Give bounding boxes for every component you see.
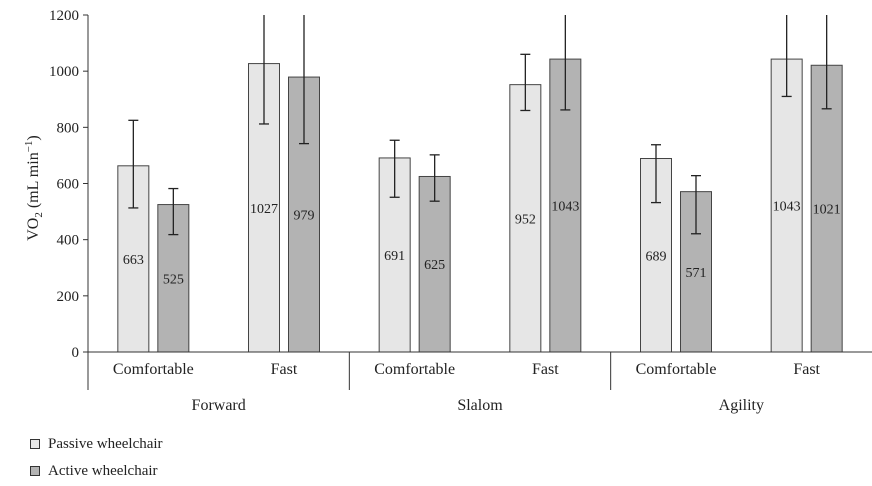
data-label: 1027 xyxy=(250,202,278,217)
category-label: Comfortable xyxy=(113,361,194,378)
legend-label-passive: Passive wheelchair xyxy=(48,435,163,452)
legend-item-active: Active wheelchair xyxy=(30,459,163,483)
legend-item-passive: Passive wheelchair xyxy=(30,432,163,456)
y-tick-label: 200 xyxy=(57,289,80,305)
data-label: 625 xyxy=(424,258,445,273)
data-label: 525 xyxy=(163,272,184,287)
y-axis: 0 200 400 600 800 1000 1200 xyxy=(49,8,89,361)
data-label: 663 xyxy=(123,253,144,268)
legend-swatch-active xyxy=(30,466,40,476)
y-tick-label: 400 xyxy=(57,233,80,249)
y-tick-label: 1000 xyxy=(49,64,79,80)
group-label: Agility xyxy=(719,397,764,414)
category-label: Fast xyxy=(793,361,820,378)
legend-swatch-passive xyxy=(30,439,40,449)
data-label: 689 xyxy=(646,249,667,264)
group-label: Forward xyxy=(192,397,246,414)
y-axis-label: VO2 (mL min−1) xyxy=(23,135,45,241)
bar xyxy=(770,58,803,353)
data-label: 691 xyxy=(384,249,405,264)
group-label: Slalom xyxy=(457,397,503,414)
bar xyxy=(509,84,542,353)
data-label: 952 xyxy=(515,212,536,227)
bar xyxy=(810,64,843,353)
y-tick-label: 600 xyxy=(57,177,80,193)
category-label: Fast xyxy=(532,361,559,378)
data-label: 1021 xyxy=(813,203,841,218)
category-label: Comfortable xyxy=(374,361,455,378)
y-tick-label: 1200 xyxy=(49,8,79,24)
y-tick-label: 800 xyxy=(57,120,80,136)
bars-layer: 663 525 1027 979 691 625 952 1043 689 571 1043 1021 xyxy=(117,15,843,353)
legend-label-active: Active wheelchair xyxy=(48,462,158,479)
bar-chart: 0 200 400 600 800 1000 1200 VO2 (mL min−1) 663… xyxy=(23,8,872,414)
data-label: 571 xyxy=(686,266,707,281)
category-label: Comfortable xyxy=(636,361,717,378)
legend: Passive wheelchair Active wheelchair xyxy=(30,432,163,486)
data-label: 979 xyxy=(294,209,315,224)
data-label: 1043 xyxy=(773,200,801,215)
y-tick-label: 0 xyxy=(72,345,80,361)
data-label: 1043 xyxy=(551,200,579,215)
category-label: Fast xyxy=(271,361,298,378)
x-axis: Forward Comfortable Fast Slalom Comfortable F… xyxy=(87,351,872,414)
